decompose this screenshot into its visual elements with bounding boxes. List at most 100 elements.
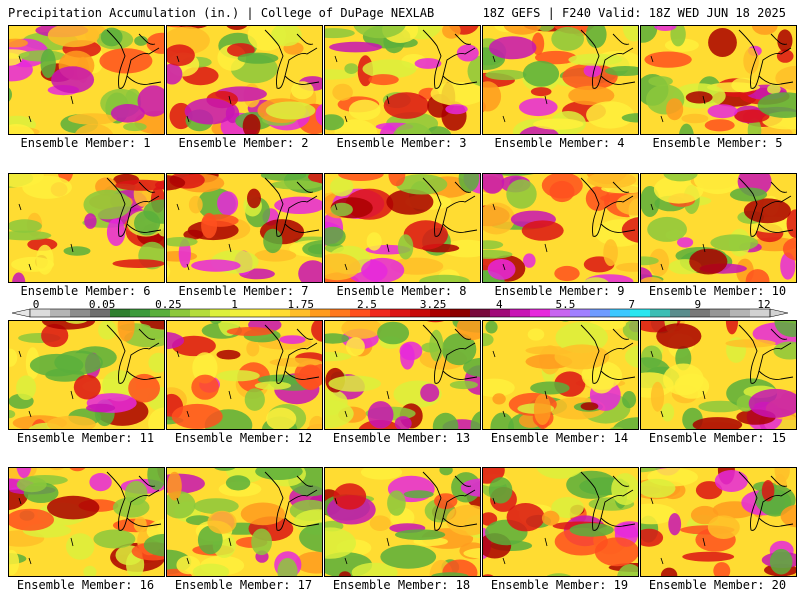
- colorbar-tick-label: 1: [231, 298, 238, 311]
- ensemble-member-label: Ensemble Member: 1: [20, 136, 151, 150]
- precip-field: [9, 321, 164, 429]
- colorbar-tick-label: 2.5: [356, 298, 377, 311]
- ensemble-member-label: Ensemble Member: 8: [336, 284, 467, 298]
- colorbar-tick-label: 0: [32, 298, 40, 311]
- colorbar-tick-label: 12: [757, 298, 771, 311]
- colorbar-bin: [290, 309, 311, 317]
- colorbar-bin: [470, 309, 491, 317]
- precip-field: [167, 26, 322, 134]
- ensemble-member-label: Ensemble Member: 19: [490, 578, 629, 592]
- ensemble-member-label: Ensemble Member: 11: [16, 431, 155, 445]
- colorbar-bin: [110, 309, 131, 317]
- precip-field: [325, 26, 480, 134]
- ensemble-member-label: Ensemble Member: 17: [174, 578, 313, 592]
- run-valid-time: 18Z GEFS | F240 Valid: 18Z WED JUN 18 20…: [482, 6, 786, 20]
- great-lakes-outline: [738, 471, 794, 531]
- colorbar-tick-label: 0.05: [88, 298, 116, 311]
- precip-field: [9, 174, 164, 282]
- ensemble-member-label: Ensemble Member: 3: [336, 136, 467, 150]
- great-lakes-outline: [422, 324, 478, 384]
- ensemble-member-label: Ensemble Member: 4: [494, 136, 625, 150]
- colorbar-tick-label: 3.25: [419, 298, 447, 311]
- ensemble-member-label: Ensemble Member: 15: [648, 431, 787, 445]
- precip-field: [9, 26, 164, 134]
- colorbar-bin: [210, 309, 231, 317]
- colorbar-bin: [350, 309, 371, 317]
- precip-field: [483, 26, 638, 134]
- ensemble-member-map: [640, 25, 797, 135]
- colorbar-bin: [170, 309, 191, 317]
- ensemble-member-map: [324, 25, 481, 135]
- ensemble-member-label: Ensemble Member: 7: [178, 284, 309, 298]
- great-lakes-outline: [422, 29, 478, 89]
- precip-colorbar: [11, 308, 789, 318]
- precip-field: [167, 174, 322, 282]
- colorbar-bin: [190, 309, 211, 317]
- great-lakes-outline: [580, 471, 636, 531]
- ensemble-member-label: Ensemble Member: 18: [332, 578, 471, 592]
- colorbar-bin: [50, 309, 71, 317]
- colorbar-bin: [670, 309, 691, 317]
- great-lakes-outline: [106, 29, 162, 89]
- ensemble-member-map: [324, 467, 481, 577]
- precip-field: [325, 468, 480, 576]
- colorbar-bin: [730, 309, 751, 317]
- great-lakes-outline: [580, 177, 636, 237]
- colorbar-bin: [370, 309, 391, 317]
- colorbar-bin: [250, 309, 271, 317]
- ensemble-member-map: [8, 173, 165, 283]
- ensemble-member-label: Ensemble Member: 10: [648, 284, 787, 298]
- great-lakes-outline: [106, 177, 162, 237]
- great-lakes-outline: [264, 177, 320, 237]
- ensemble-member-map: [482, 320, 639, 430]
- colorbar-bin: [690, 309, 711, 317]
- ensemble-member-map: [482, 467, 639, 577]
- precip-field: [167, 468, 322, 576]
- great-lakes-outline: [422, 471, 478, 531]
- colorbar-bin: [270, 309, 291, 317]
- colorbar-right-arrow: [769, 308, 789, 318]
- ensemble-member-label: Ensemble Member: 5: [652, 136, 783, 150]
- colorbar-bin: [70, 309, 91, 317]
- colorbar-bin: [550, 309, 571, 317]
- colorbar-bin: [390, 309, 411, 317]
- great-lakes-outline: [738, 29, 794, 89]
- colorbar-bin: [430, 309, 451, 317]
- colorbar-left-arrow: [11, 308, 31, 318]
- ensemble-member-label: Ensemble Member: 12: [174, 431, 313, 445]
- colorbar-bin: [450, 309, 471, 317]
- great-lakes-outline: [106, 471, 162, 531]
- ensemble-member-map: [8, 467, 165, 577]
- ensemble-member-map: [166, 25, 323, 135]
- ensemble-member-map: [482, 173, 639, 283]
- ensemble-member-map: [640, 320, 797, 430]
- precip-field: [167, 321, 322, 429]
- ensemble-member-map: [482, 25, 639, 135]
- ensemble-member-map: [324, 320, 481, 430]
- precip-field: [641, 321, 796, 429]
- precip-field: [483, 174, 638, 282]
- ensemble-member-map: [166, 467, 323, 577]
- precip-field: [483, 321, 638, 429]
- colorbar-tick-label: 1.75: [287, 298, 314, 311]
- precip-field: [641, 468, 796, 576]
- colorbar-bin: [330, 309, 351, 317]
- colorbar-bin: [590, 309, 611, 317]
- ensemble-member-map: [324, 173, 481, 283]
- colorbar-tick-label: 5.5: [555, 298, 576, 311]
- ensemble-member-label: Ensemble Member: 2: [178, 136, 309, 150]
- colorbar-bin: [750, 309, 771, 317]
- precip-field: [325, 174, 480, 282]
- map-title: Precipitation Accumulation (in.) | Colle…: [8, 6, 435, 20]
- colorbar-bin: [310, 309, 331, 317]
- ensemble-member-label: Ensemble Member: 16: [16, 578, 155, 592]
- ensemble-member-label: Ensemble Member: 20: [648, 578, 787, 592]
- ensemble-member-map: [640, 467, 797, 577]
- colorbar-bin: [30, 309, 51, 317]
- colorbar-tick-label: 9: [694, 298, 702, 311]
- ensemble-member-map: [8, 25, 165, 135]
- precip-field: [641, 174, 796, 282]
- colorbar-bin: [510, 309, 531, 317]
- precip-field: [325, 321, 480, 429]
- ensemble-member-label: Ensemble Member: 9: [494, 284, 625, 298]
